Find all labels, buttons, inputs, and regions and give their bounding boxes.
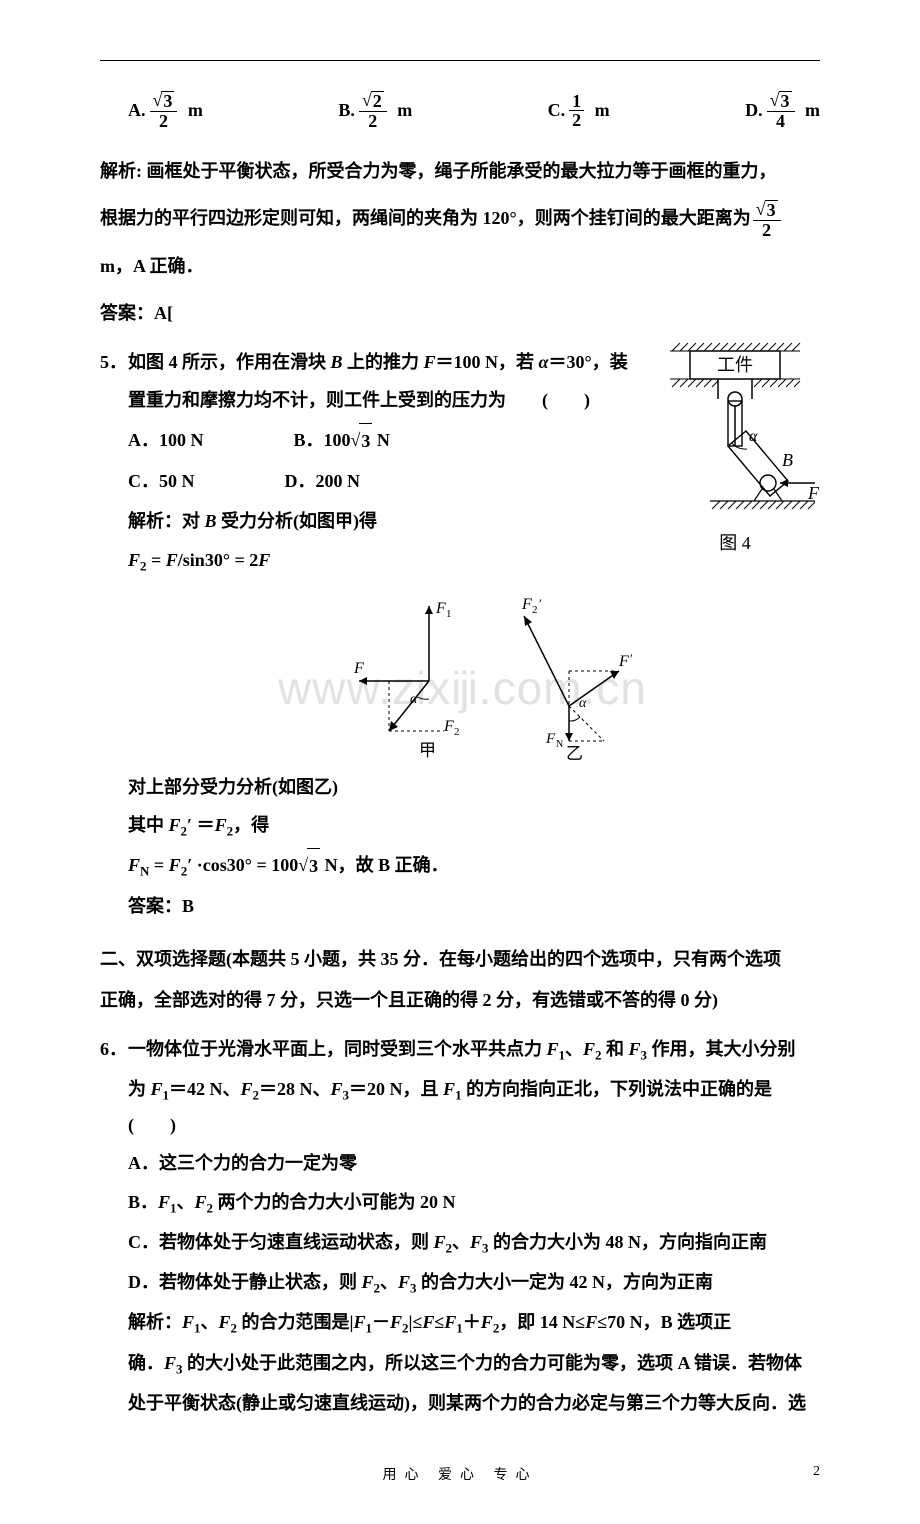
q4-a-den: 2 <box>156 112 171 131</box>
svg-text:F: F <box>618 653 629 670</box>
q6-line1: 一物体位于光滑水平面上，同时受到三个水平共点力 F1、F2 和 F3 作用，其大… <box>128 1032 820 1068</box>
section2-h2: 正确，全部选对的得 7 分，只选一个且正确的得 2 分，有选错或不答的得 0 分… <box>100 980 820 1021</box>
q5-answer: 答案：B <box>128 889 820 923</box>
q4-b-sqrt: 2 <box>371 91 384 111</box>
q4-d-den: 4 <box>773 112 788 131</box>
q4-opt-a: A.√32 m <box>128 91 203 131</box>
q5: 5． 工件 <box>100 341 820 927</box>
q5-opt-d: D．200 N <box>285 464 361 498</box>
q6: 6． 一物体位于光滑水平面上，同时受到三个水平共点力 F1、F2 和 F3 作用… <box>100 1028 820 1425</box>
q4-explain2-prefix: 根据力的平行四边形定则可知，两绳间的夹角为 120°，则两个挂钉间的最大距离为 <box>100 208 751 228</box>
section2-h1: 二、双项选择题(本题共 5 小题，共 35 分．在每小题给出的四个选项中，只有两… <box>100 939 820 980</box>
svg-text:F: F <box>353 660 364 677</box>
q5-explain3: 其中 F2′ ＝F2，得 <box>128 808 820 844</box>
q6-explain2: 确．F3 的大小处于此范围之内，所以这三个力的合力可能为零，选项 A 错误．若物… <box>128 1346 820 1382</box>
svg-text:2: 2 <box>454 726 460 738</box>
fig4-gongjian-label: 工件 <box>717 355 753 375</box>
q4-a-sqrt: 3 <box>161 91 174 111</box>
q5-choices-row1: A．100 N B．100√3 N <box>128 423 640 458</box>
svg-text:N: N <box>556 739 563 750</box>
fig4-caption: 图 4 <box>650 529 820 555</box>
q6-line2: 为 F1＝42 N、F2＝28 N、F3＝20 N，且 F1 的方向指向正北，下… <box>128 1072 820 1142</box>
q6-opt-b: B．F1、F2 两个力的合力大小可能为 20 N <box>128 1185 820 1221</box>
svg-text:F: F <box>443 718 454 735</box>
q6-opt-a: A．这三个力的合力一定为零 <box>128 1146 820 1180</box>
q4-c-den: 2 <box>569 111 584 130</box>
q4-opt-b: B.√22 m <box>338 91 412 131</box>
q4-explain1: 解析: 画框处于平衡状态，所受合力为零，绳子所能承受的最大拉力等于画框的重力， <box>100 151 820 192</box>
q6-num: 6． <box>100 1032 128 1066</box>
q4-c-unit: m <box>595 100 610 121</box>
q4-b-den: 2 <box>365 112 380 131</box>
svg-text:F: F <box>545 731 556 747</box>
svg-text:′: ′ <box>539 596 542 611</box>
q6-opt-c: C．若物体处于匀速直线运动状态，则 F2、F3 的合力大小为 48 N，方向指向… <box>128 1225 820 1261</box>
footer-text: 用心 爱心 专心 <box>383 1468 538 1483</box>
q5-opt-a: A．100 N <box>128 423 204 458</box>
q4-a-unit: m <box>188 100 203 121</box>
fig4-B-label: B <box>782 450 793 470</box>
q4-b-unit: m <box>397 100 412 121</box>
q5-force-diagrams: www.zixiji.com.cn F1 F <box>128 591 820 766</box>
diagram-yi-label: 乙 <box>566 744 583 761</box>
svg-text:2: 2 <box>532 604 538 616</box>
q4-explain3: m，A 正确． <box>100 246 820 287</box>
q4-d-sqrt: 3 <box>779 91 792 111</box>
q5-figure-svg: 工件 <box>650 341 820 516</box>
q4-explain2-den: 2 <box>759 221 774 240</box>
q5-explain2: 对上部分受力分析(如图乙) <box>128 770 820 804</box>
svg-text:α: α <box>579 696 587 711</box>
q4-explain2: 根据力的平行四边形定则可知，两绳间的夹角为 120°，则两个挂钉间的最大距离为√… <box>100 198 820 240</box>
q4-options: A.√32 m B.√22 m C.12 m D.√34 m <box>128 91 820 131</box>
q5-eq2: FN = F2′ ·cos30° = 100√3 N，故 B 正确． <box>128 848 820 884</box>
svg-text:F: F <box>435 600 446 617</box>
page-number: 2 <box>813 1464 820 1480</box>
q4-opt-d: D.√34 m <box>745 91 820 131</box>
q4-opt-c: C.12 m <box>548 91 610 131</box>
q6-explain1: 解析：F1、F2 的合力范围是|F1－F2|≤F≤F1＋F2，即 14 N≤F≤… <box>128 1305 820 1341</box>
q4-d-unit: m <box>805 100 820 121</box>
q4-answer: 答案：A[ <box>100 293 820 334</box>
svg-text:F: F <box>521 596 532 613</box>
q6-explain3: 处于平衡状态(静止或匀速直线运动)，则某两个力的合力必定与第三个力等大反向．选 <box>128 1386 820 1420</box>
q5-num: 5． <box>100 345 128 379</box>
fig4-F-label: F <box>807 483 820 503</box>
diagram-jia-label: 甲 <box>419 741 436 760</box>
q6-opt-d: D．若物体处于静止状态，则 F2、F3 的合力大小一定为 42 N，方向为正南 <box>128 1265 820 1301</box>
q4-c-num: 1 <box>569 92 584 112</box>
q4-explain2-sqrt: 3 <box>765 200 778 220</box>
q5-opt-b: B．100√3 N <box>294 423 390 458</box>
svg-text:′: ′ <box>630 651 633 666</box>
q5-choices-row2: C．50 N D．200 N <box>128 464 640 498</box>
figure-4: 工件 <box>650 341 820 555</box>
svg-text:1: 1 <box>446 608 452 620</box>
svg-text:α: α <box>410 692 418 707</box>
q5-opt-c: C．50 N <box>128 464 195 498</box>
footer: 用心 爱心 专心 2 <box>100 1464 820 1484</box>
